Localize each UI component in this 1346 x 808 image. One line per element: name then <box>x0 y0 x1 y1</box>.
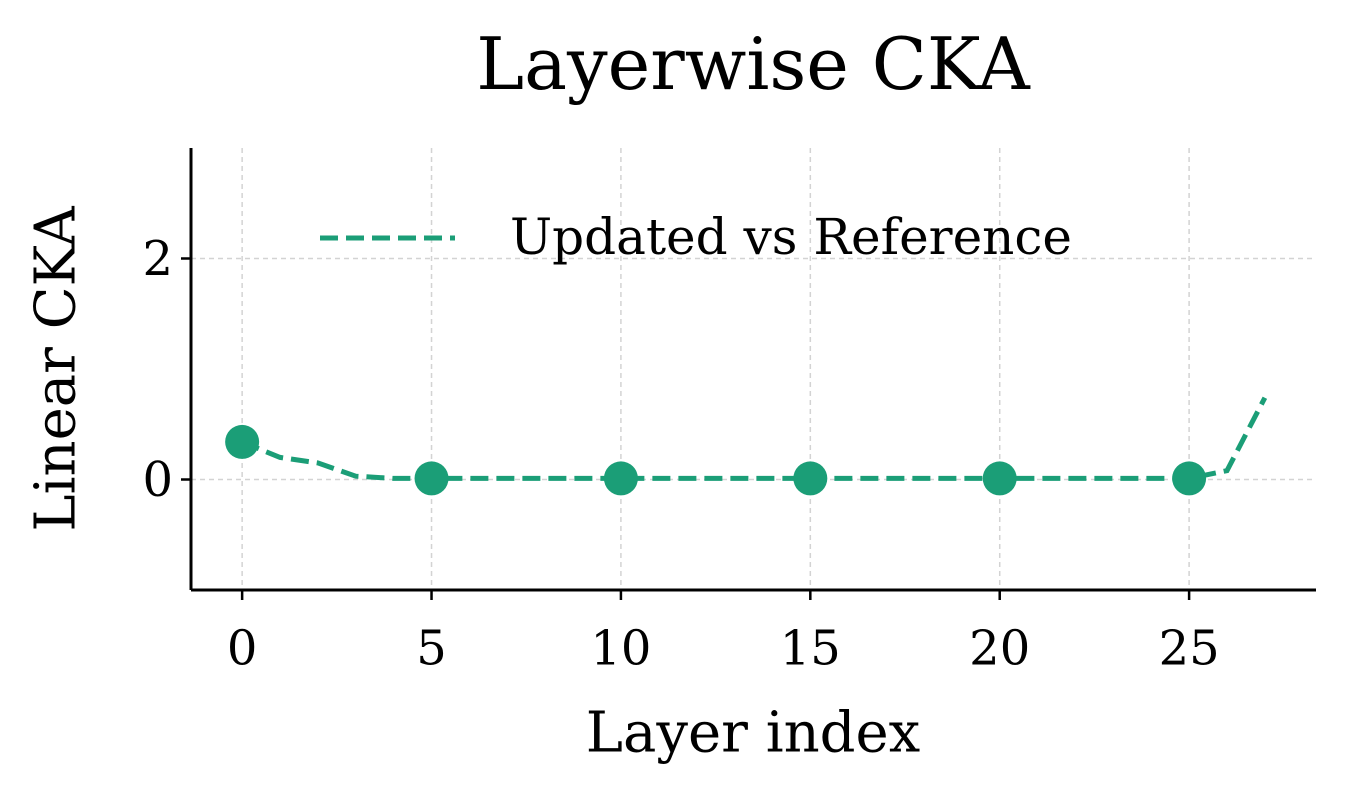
y-tick-label: 2 <box>142 231 173 287</box>
y-axis-label: Linear CKA <box>24 206 89 532</box>
x-tick-label: 0 <box>227 621 258 677</box>
data-point <box>793 461 828 496</box>
x-tick-label: 10 <box>590 621 651 677</box>
y-tick-label: 0 <box>142 452 173 508</box>
legend-label: Updated vs Reference <box>510 208 1072 266</box>
data-point <box>225 424 260 459</box>
x-tick-label: 20 <box>969 621 1030 677</box>
data-point <box>982 461 1017 496</box>
data-point <box>603 461 638 496</box>
x-tick-label: 5 <box>416 621 447 677</box>
data-point <box>1172 461 1207 496</box>
chart-title: Layerwise CKA <box>476 22 1031 106</box>
data-point <box>414 461 449 496</box>
x-axis-label: Layer index <box>586 701 920 766</box>
x-tick-label: 25 <box>1159 621 1220 677</box>
data-line <box>241 396 1268 481</box>
x-tick-label: 15 <box>780 621 841 677</box>
